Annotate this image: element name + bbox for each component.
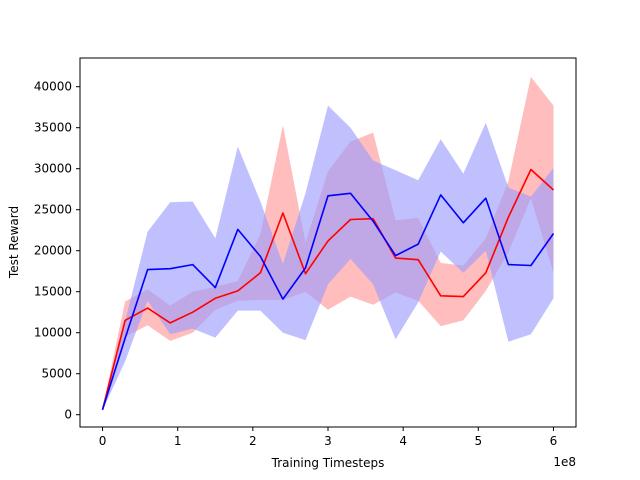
x-tick-label: 6 (550, 434, 558, 448)
line-blue (101, 192, 555, 411)
x-tick-label: 2 (249, 434, 257, 448)
band-blue (102, 105, 554, 411)
y-tick-label: 20000 (34, 244, 72, 258)
x-tick-label: 4 (399, 434, 407, 448)
x-tick-label: 0 (99, 434, 107, 448)
x-axis-ticks: 0 1 2 3 4 5 6 (99, 427, 558, 448)
x-axis-label: Training Timesteps (271, 456, 385, 470)
y-tick-label: 25000 (34, 203, 72, 217)
x-tick-label: 3 (324, 434, 332, 448)
x-axis-multiplier-label: 1e8 (553, 455, 576, 469)
y-axis-ticks: 0 5000 10000 15000 20000 25000 30000 35000 40000 (34, 80, 80, 422)
y-tick-label: 5000 (41, 367, 72, 381)
x-tick-label: 1 (174, 434, 182, 448)
y-tick-label: 0 (64, 408, 72, 422)
y-tick-label: 30000 (34, 162, 72, 176)
series-lines (101, 168, 555, 411)
y-tick-label: 35000 (34, 121, 72, 135)
y-tick-label: 10000 (34, 326, 72, 340)
confidence-bands (102, 76, 554, 411)
y-tick-label: 40000 (34, 80, 72, 94)
line-red (101, 168, 555, 410)
x-tick-label: 5 (474, 434, 482, 448)
y-tick-label: 15000 (34, 285, 72, 299)
y-axis-label: Test Reward (7, 206, 21, 279)
